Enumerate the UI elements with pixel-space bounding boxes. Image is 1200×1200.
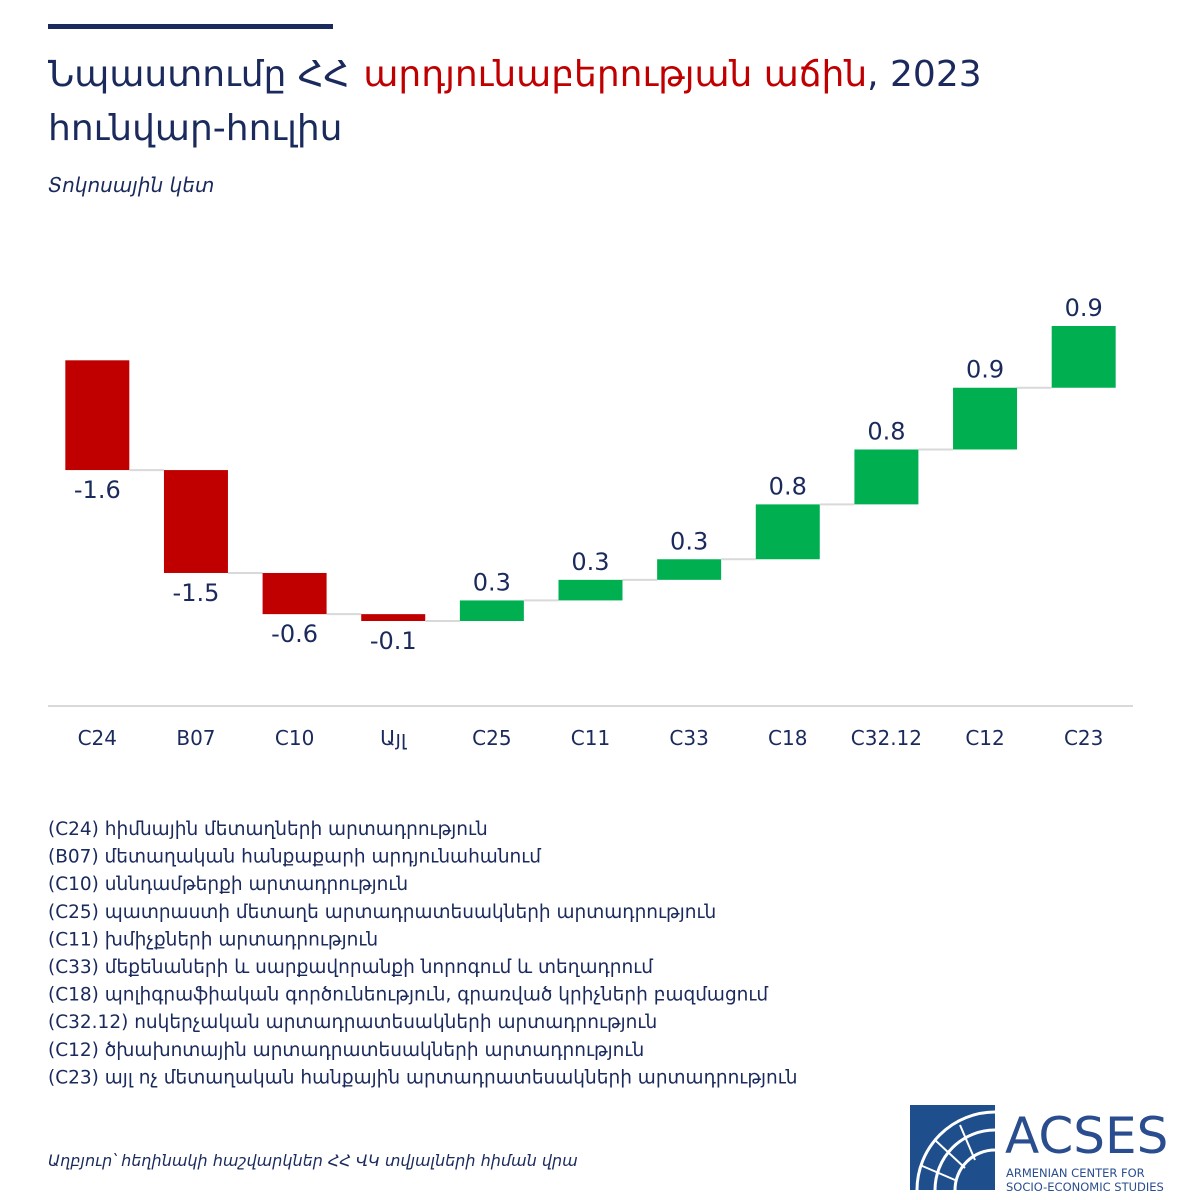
- bar: [1051, 326, 1116, 388]
- value-label: 0.8: [769, 472, 807, 500]
- value-label: 0.3: [571, 548, 609, 576]
- title-part: , 2023: [867, 54, 982, 95]
- bar: [459, 600, 524, 621]
- title-part: արդյունաբերության աճին: [363, 54, 867, 95]
- source: Աղբյուր՝ հեղինակի հաշվարկներ ՀՀ ՎԿ տվյալ…: [48, 1151, 578, 1170]
- x-tick-label: C24: [78, 726, 117, 750]
- note: (C23) այլ ոչ մետաղական հանքային արտադրատ…: [48, 1067, 798, 1088]
- logo-subtitle: ARMENIAN CENTER FOR: [1006, 1166, 1145, 1180]
- value-label: -1.6: [74, 476, 121, 504]
- logo-subtitle: SOCIO-ECONOMIC STUDIES: [1006, 1180, 1164, 1194]
- bar: [558, 579, 623, 601]
- x-tick-label: C25: [472, 726, 511, 750]
- logo: ACSES ARMENIAN CENTER FOR SOCIO-ECONOMIC…: [910, 1105, 1168, 1194]
- x-tick-label: C23: [1064, 726, 1103, 750]
- note: (C10) սննդամթերքի արտադրություն: [48, 874, 408, 895]
- logo-arcs: [915, 1110, 996, 1191]
- chart-title: հունվար-հուլիս: [48, 108, 342, 149]
- note: (C11) խմիչքների արտադրություն: [48, 929, 378, 950]
- note: (C25) պատրաստի մետաղե արտադրատեսակների ա…: [48, 902, 716, 923]
- bar: [163, 470, 228, 573]
- chart-title: Նպաստումը ՀՀ արդյունաբերության աճին, 2023: [48, 54, 982, 95]
- bar: [854, 449, 919, 505]
- x-tick-label: B07: [176, 726, 215, 750]
- chart-subtitle: Տոկոսային կետ: [48, 173, 214, 197]
- bar: [953, 387, 1018, 450]
- note: (C32.12) ոսկերչական արտադրատեսակների արտ…: [48, 1012, 657, 1033]
- notes: (C24) հիմնային մետաղների արտադրություն (B…: [48, 819, 798, 1088]
- x-tick-label: Այլ: [380, 726, 408, 750]
- value-label: -0.1: [370, 627, 417, 655]
- note: (B07) մետաղական հանքաքարի արդյունահանում: [48, 847, 541, 868]
- bar: [657, 559, 722, 580]
- x-tick-label: C33: [669, 726, 708, 750]
- value-label: 0.9: [966, 356, 1004, 384]
- bar: [755, 504, 820, 560]
- value-label: -0.6: [271, 620, 318, 648]
- x-tick-label: C18: [768, 726, 807, 750]
- note: (C24) հիմնային մետաղների արտադրություն: [48, 819, 488, 840]
- title-part: Նպաստումը ՀՀ: [48, 54, 349, 95]
- x-tick-label: C32.12: [851, 726, 922, 750]
- value-label: 0.3: [670, 527, 708, 555]
- note: (C18) պոլիգրաֆիական գործունեություն, գրա…: [48, 985, 768, 1006]
- bar: [262, 572, 327, 615]
- logo-name: ACSES: [1005, 1107, 1168, 1165]
- note: (C12) ծխախոտային արտադրատեսակների արտադր…: [48, 1040, 644, 1061]
- title-part: հունվար-հուլիս: [48, 108, 342, 149]
- note: (C33) մեքենաների և սարքավորանքի նորոգում…: [48, 957, 653, 978]
- x-tick-label: C11: [571, 726, 610, 750]
- bar: [65, 360, 130, 471]
- value-label: 0.8: [867, 417, 905, 445]
- value-label: -1.5: [173, 579, 220, 607]
- x-tick-label: C10: [275, 726, 314, 750]
- x-tick-label: C12: [965, 726, 1004, 750]
- top-rule: [48, 24, 333, 29]
- value-label: 0.3: [473, 568, 511, 596]
- bar: [361, 614, 426, 621]
- value-label: 0.9: [1065, 294, 1103, 322]
